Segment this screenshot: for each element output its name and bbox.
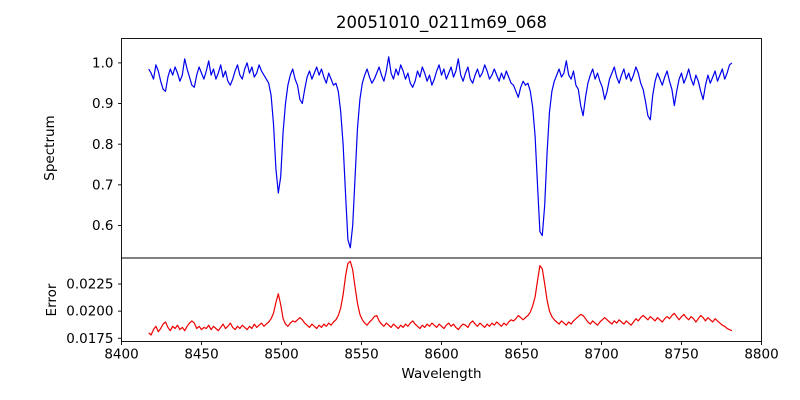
x-tick-label: 8750 — [664, 347, 698, 363]
error-line — [148, 260, 733, 336]
error-panel-border — [121, 257, 762, 342]
chart-title: 20051010_0211m69_068 — [336, 13, 547, 33]
spectrum-panel-border — [121, 38, 762, 259]
x-tick-label: 8500 — [264, 347, 298, 363]
x-tick-label: 8400 — [104, 347, 138, 363]
x-tick-label: 8650 — [504, 347, 538, 363]
spectrum-y-tick-label: 0.6 — [92, 218, 113, 234]
spectrum-y-tick-label: 0.8 — [92, 137, 113, 153]
error-y-tick-label: 0.0175 — [66, 331, 113, 347]
x-tick-label: 8550 — [344, 347, 378, 363]
error-y-tick-label: 0.0225 — [66, 277, 113, 293]
x-tick-label: 8450 — [184, 347, 218, 363]
x-tick-label: 8800 — [744, 347, 778, 363]
y-axis-label-error: Error — [44, 283, 60, 316]
spectrum-line — [148, 56, 733, 249]
x-tick-label: 8600 — [424, 347, 458, 363]
x-tick-label: 8700 — [584, 347, 618, 363]
spectrum-y-tick-label: 0.9 — [92, 96, 113, 112]
error-y-tick-label: 0.0200 — [66, 304, 113, 320]
spectrum-y-tick-label: 0.7 — [92, 177, 113, 193]
y-axis-label-spectrum: Spectrum — [42, 115, 58, 180]
spectrum-y-tick-label: 1.0 — [92, 55, 113, 71]
x-axis-label: Wavelength — [401, 366, 481, 382]
